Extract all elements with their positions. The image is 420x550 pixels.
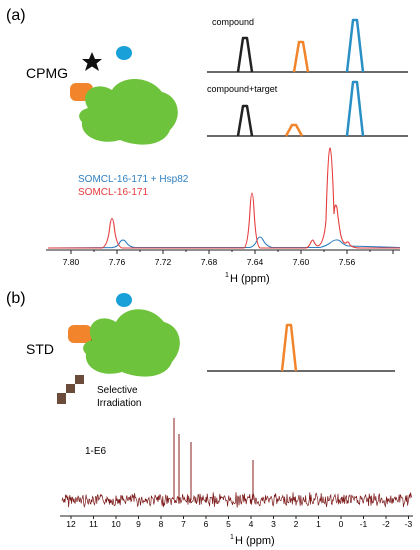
spectrum-red (48, 147, 400, 249)
std-peaks (173, 418, 254, 500)
star-ligand-icon (82, 52, 102, 71)
tick-label: 6 (204, 519, 209, 529)
tick-label: -1 (360, 519, 368, 529)
blue-peak (345, 80, 365, 137)
tick-label: 7.68 (201, 257, 218, 267)
selective-irradiation-icon (57, 375, 84, 404)
std-schematic (57, 293, 180, 404)
tick-label: 7.80 (63, 257, 80, 267)
tick-label: 12 (66, 519, 76, 529)
tick-label: 11 (89, 519, 98, 529)
legend-series-complex: SOMCL-16-171 + Hsp82 (78, 174, 189, 185)
tick-label: 0 (339, 519, 344, 529)
compound-id-label: 1-E6 (85, 446, 107, 457)
axis-label-superscript: 1 (225, 272, 229, 279)
method-label-std: STD (26, 341, 54, 357)
cpmg-x-axis: 7.80 7.76 7.72 7.68 7.64 7.60 7.56 1 H (… (46, 249, 400, 285)
tick-label: 7.72 (155, 257, 172, 267)
tick-label: 7.76 (109, 257, 126, 267)
tick-label: 5 (226, 519, 231, 529)
tick-label: 7.56 (339, 257, 356, 267)
tick-label: 7 (181, 519, 186, 529)
std-noise-baseline (61, 492, 413, 509)
cpmg-trace-compound: compound (207, 17, 408, 73)
tick-label: 4 (249, 519, 254, 529)
tick-label: 7.64 (247, 257, 264, 267)
tick-label: -2 (382, 519, 390, 529)
legend-series-ligand: SOMCL-16-171 (78, 187, 148, 198)
tick-label: 9 (136, 519, 141, 529)
protein-blob-icon (83, 309, 180, 377)
tick-label: 3 (271, 519, 276, 529)
axis-label: H (ppm) (235, 535, 275, 547)
std-trace (207, 323, 395, 372)
axis-label-superscript: 1 (230, 534, 234, 541)
spectrum-blue (47, 236, 401, 249)
panel-b-label: (b) (6, 290, 26, 307)
blue-peak (345, 18, 365, 73)
protein-blob-icon (79, 79, 178, 145)
std-x-axis: 12 11 10 9 8 7 6 5 4 3 2 1 0 -1 -2 -3 1 … (60, 515, 413, 547)
method-label-cpmg: CPMG (26, 65, 68, 81)
cpmg-spectrum (47, 147, 401, 249)
orange-peak (280, 323, 298, 372)
tick-label: 10 (111, 519, 121, 529)
blue-ligand-icon (116, 46, 132, 60)
trace-label-compound-target: compound+target (207, 84, 278, 94)
irradiation-label-line1: Selective (97, 385, 138, 396)
irradiation-label-line2: Irradiation (97, 398, 141, 409)
cpmg-trace-compound-target: compound+target (207, 80, 408, 137)
tick-label: 7.60 (293, 257, 310, 267)
tick-label: 1 (316, 519, 321, 529)
trace-label-compound: compound (212, 17, 254, 27)
tick-label: 8 (159, 519, 164, 529)
panel-a-label: (a) (6, 7, 26, 24)
orange-ligand-icon (68, 325, 92, 343)
black-peak (236, 104, 254, 137)
std-spectrum (61, 418, 413, 509)
orange-peak (292, 40, 310, 73)
axis-label: H (ppm) (230, 273, 270, 285)
cpmg-schematic (70, 46, 178, 145)
tick-label: 2 (294, 519, 299, 529)
black-peak (236, 36, 254, 73)
tick-label: -3 (405, 519, 413, 529)
blue-ligand-icon (116, 293, 132, 307)
orange-peak-broadened (284, 123, 304, 137)
